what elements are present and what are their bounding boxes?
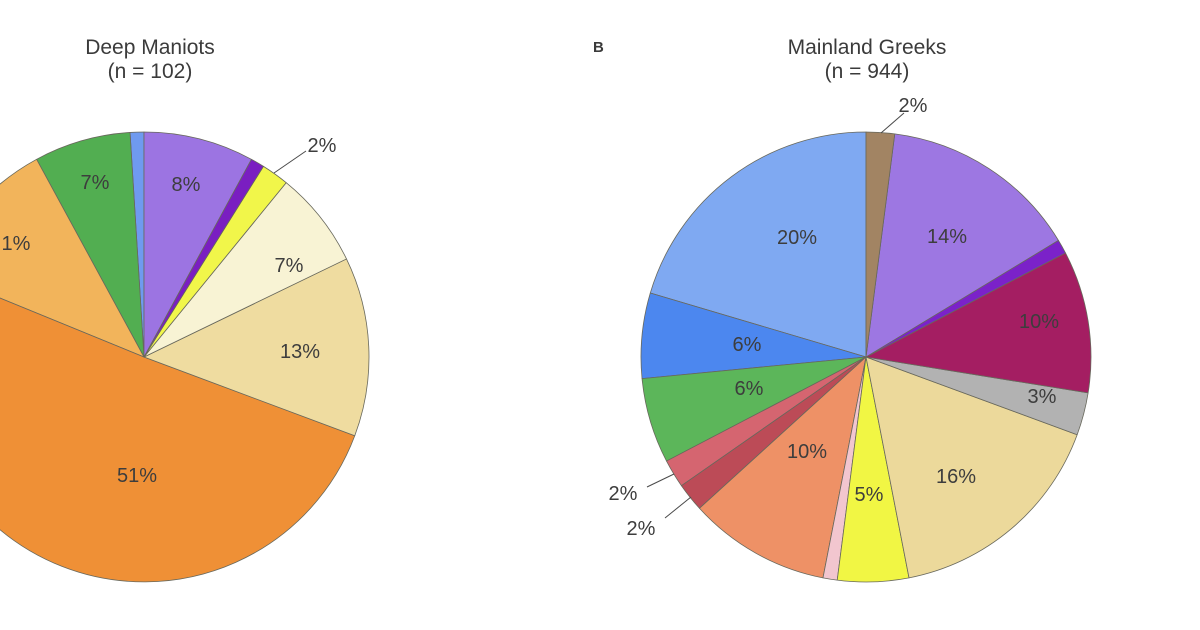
chart-a-title: Deep Maniots (85, 36, 215, 59)
pie-slice-T (865, 131, 896, 358)
pie-slice-R (865, 133, 1059, 358)
chart-a-subtitle: (n = 102) (107, 60, 193, 83)
leader-line (646, 473, 675, 488)
percent-label: 2% (308, 135, 337, 157)
percent-label: 20% (777, 227, 817, 249)
pie-slice-J-M172 other (143, 258, 370, 437)
pie-mainland-greeks: 20% 6% 6% 2% 2% 10% 5% 16% 3% 10% 14% 2% (609, 95, 1092, 583)
chart-a-title-block: Deep Maniots (n = 102) (0, 36, 300, 84)
percent-label: 1% (2, 233, 31, 255)
percent-label: 16% (936, 466, 976, 488)
pie-slice-E (649, 131, 867, 358)
percent-label: 13% (280, 341, 320, 363)
leader-line (880, 112, 905, 134)
pie-slice-R (865, 252, 1092, 394)
percent-label: 51% (117, 465, 157, 487)
chart-b-title: Mainland Greeks (787, 36, 947, 59)
percent-label: 3% (1028, 386, 1057, 408)
pie-slice-I- (699, 356, 867, 579)
chart-b-subtitle: (n = 944) (824, 60, 910, 83)
percent-label: 2% (899, 95, 928, 117)
percent-label: 2% (609, 483, 638, 505)
percent-label: 5% (855, 484, 884, 506)
percent-label: 6% (735, 378, 764, 400)
pie-deep-maniots: 7% 8% 2% 1% 7% 13% 51% (0, 131, 370, 583)
leader-line (664, 496, 692, 519)
percent-label: 8% (172, 174, 201, 196)
panel-label-b: B (593, 39, 604, 56)
pie-slice-R1b-FTE77744 (143, 131, 252, 358)
percent-label: 2% (627, 518, 656, 540)
percent-label: 6% (733, 334, 762, 356)
pie-slice-J- (865, 356, 1078, 579)
percent-label: 10% (1019, 311, 1059, 333)
pie-slice-J-FTF87157 (0, 158, 145, 358)
percent-label: 10% (787, 441, 827, 463)
percent-label: 7% (275, 255, 304, 277)
leader-line (273, 150, 307, 174)
percent-label: 14% (927, 226, 967, 248)
percent-label: 7% (81, 172, 110, 194)
chart-b-title-block: Mainland Greeks (n = 944) (717, 36, 1017, 84)
pie-slice-J-L930 (0, 297, 356, 583)
